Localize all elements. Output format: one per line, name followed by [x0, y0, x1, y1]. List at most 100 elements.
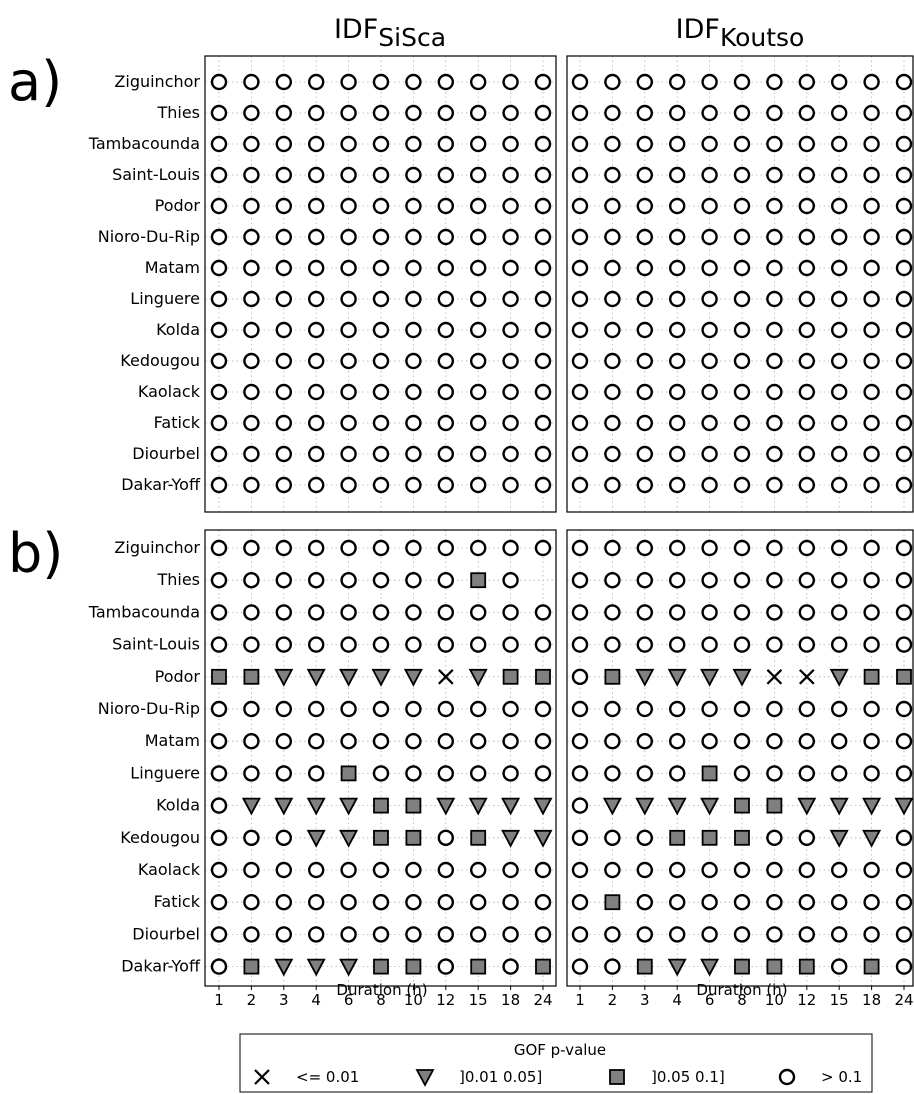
- data-marker: [340, 321, 357, 339]
- data-marker: [502, 861, 519, 879]
- data-marker: [798, 228, 815, 246]
- data-marker: [733, 73, 751, 91]
- data-marker: [340, 604, 357, 621]
- data-marker: [571, 926, 589, 943]
- data-marker: [733, 539, 751, 557]
- data-marker: [571, 604, 589, 621]
- data-marker: [372, 861, 390, 879]
- data-marker: [502, 197, 519, 215]
- data-marker: [571, 321, 589, 339]
- data-marker: [831, 414, 848, 432]
- data-marker: [534, 290, 552, 308]
- data-marker: [308, 894, 325, 911]
- row-label: Kedougou: [120, 351, 200, 370]
- data-marker: [895, 321, 913, 339]
- data-marker: [275, 383, 292, 401]
- data-marker: [604, 197, 621, 215]
- data-marker: [470, 765, 487, 782]
- data-marker: [534, 476, 552, 494]
- data-marker: [700, 797, 720, 816]
- data-marker: [243, 572, 260, 589]
- data-marker: [308, 414, 325, 432]
- data-marker: [405, 73, 422, 91]
- data-marker: [798, 894, 815, 911]
- data-marker: [340, 135, 357, 153]
- row-label: Nioro-Du-Rip: [98, 699, 200, 718]
- data-marker: [534, 321, 552, 339]
- data-marker: [372, 765, 390, 782]
- data-marker: [636, 290, 653, 308]
- data-marker: [636, 166, 653, 184]
- data-marker: [701, 73, 718, 91]
- data-marker: [405, 166, 422, 184]
- data-marker: [275, 197, 292, 215]
- data-marker: [437, 290, 454, 308]
- data-marker: [470, 636, 487, 653]
- data-marker: [571, 700, 589, 718]
- data-marker: [636, 572, 653, 589]
- data-marker: [340, 352, 357, 370]
- data-marker: [534, 604, 552, 621]
- data-marker: [502, 604, 519, 621]
- data-marker: [243, 861, 260, 879]
- data-marker: [211, 668, 227, 685]
- data-marker: [571, 894, 589, 911]
- row-label: Matam: [145, 731, 200, 750]
- data-marker: [798, 733, 815, 750]
- data-marker: [701, 636, 718, 653]
- data-marker: [863, 445, 880, 463]
- data-marker: [405, 829, 422, 846]
- data-marker: [895, 733, 913, 750]
- data-marker: [863, 383, 880, 401]
- data-marker: [571, 73, 589, 91]
- data-marker: [210, 259, 228, 277]
- data-marker: [669, 572, 686, 589]
- data-marker: [340, 73, 357, 91]
- data-marker: [831, 700, 848, 718]
- data-marker: [863, 894, 880, 911]
- data-marker: [372, 445, 390, 463]
- row-label: Tambacounda: [88, 602, 200, 621]
- data-marker: [571, 290, 589, 308]
- x-tick-label: 15: [469, 991, 488, 1009]
- data-marker: [798, 259, 815, 277]
- x-tick-label: 10: [404, 991, 423, 1009]
- data-marker: [340, 733, 357, 750]
- data-marker: [405, 476, 422, 494]
- x-tick-label: 24: [533, 991, 552, 1009]
- data-marker: [669, 228, 686, 246]
- data-marker: [502, 166, 519, 184]
- data-marker: [636, 894, 653, 911]
- data-marker: [669, 539, 686, 557]
- data-marker: [534, 228, 552, 246]
- data-marker: [274, 668, 294, 687]
- data-marker: [571, 476, 589, 494]
- panel-label-a: a): [8, 50, 62, 113]
- data-marker: [470, 73, 487, 91]
- data-marker: [372, 414, 390, 432]
- data-marker: [571, 228, 589, 246]
- data-marker: [604, 539, 621, 557]
- data-marker: [340, 700, 357, 718]
- data-marker: [533, 797, 553, 816]
- data-marker: [308, 765, 325, 782]
- data-marker: [372, 228, 390, 246]
- subplot-frame: [204, 55, 557, 513]
- data-marker: [534, 73, 552, 91]
- data-marker: [470, 414, 487, 432]
- data-marker: [701, 733, 718, 750]
- data-marker: [798, 958, 815, 975]
- data-marker: [798, 572, 815, 589]
- data-marker: [895, 476, 913, 494]
- data-marker: [733, 135, 751, 153]
- data-marker: [437, 604, 454, 621]
- data-marker: [468, 668, 488, 687]
- x-tick-label: 1: [575, 991, 585, 1009]
- data-marker: [669, 445, 686, 463]
- data-marker: [604, 765, 621, 782]
- data-marker: [798, 476, 815, 494]
- data-marker: [766, 572, 783, 589]
- data-marker: [405, 700, 422, 718]
- data-marker: [210, 861, 228, 879]
- data-marker: [210, 829, 228, 846]
